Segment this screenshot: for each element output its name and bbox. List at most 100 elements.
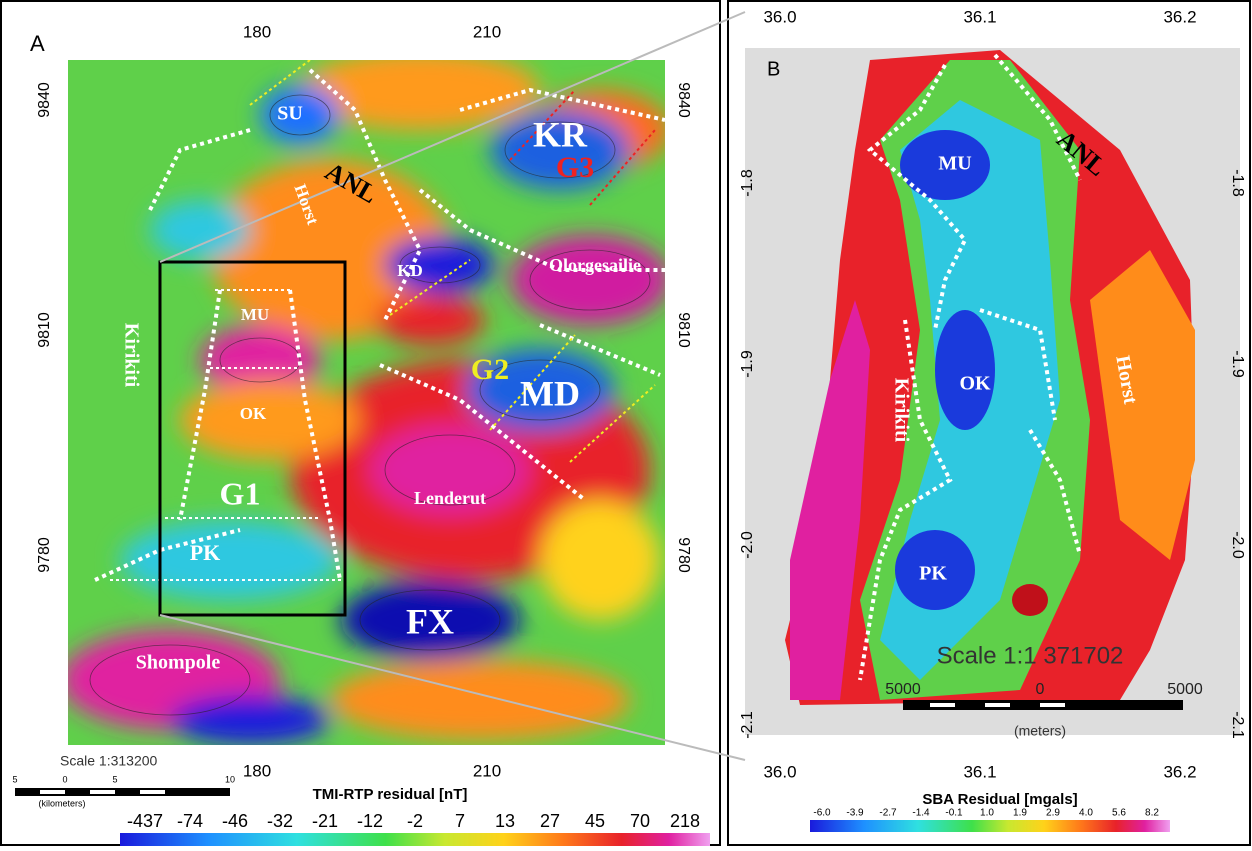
feature-label: Kirikiti bbox=[120, 323, 142, 388]
feature-label: Kirikiti bbox=[890, 378, 912, 443]
map-shape bbox=[120, 520, 340, 600]
tick-label: 36.1 bbox=[963, 762, 996, 781]
scale-tick: 5000 bbox=[885, 681, 921, 698]
colorbar-label: 5.6 bbox=[1112, 808, 1126, 819]
colorbar-label: 27 bbox=[540, 811, 560, 831]
feature-label: G1 bbox=[220, 475, 261, 511]
feature-label: Lenderut bbox=[414, 488, 486, 508]
map-shape bbox=[330, 660, 630, 740]
colorbar-label: 2.9 bbox=[1046, 808, 1060, 819]
tick-label: -2.0 bbox=[739, 531, 756, 559]
feature-label: Shompole bbox=[136, 652, 221, 674]
panel-label: A bbox=[30, 31, 45, 56]
figure: A 180 180 210 210 9840 9840 9810 9810 9780 9780 SU K… bbox=[0, 0, 1252, 846]
feature-label: FX bbox=[406, 601, 454, 641]
scale-text: Scale 1:1 371702 bbox=[937, 642, 1124, 669]
map-shape bbox=[180, 380, 360, 460]
feature-label: OK bbox=[240, 404, 267, 423]
colorbar-label: -6.0 bbox=[813, 808, 831, 819]
tick-label: -2.1 bbox=[739, 711, 756, 739]
colorbar-label: -12 bbox=[357, 811, 383, 831]
feature-label: G3 bbox=[556, 151, 594, 184]
tick-label: 9810 bbox=[675, 312, 692, 348]
map-shape bbox=[375, 295, 485, 345]
colorbar-label: -74 bbox=[177, 811, 203, 831]
tick-label: -1.8 bbox=[739, 169, 756, 197]
tick-label: 9780 bbox=[675, 537, 692, 573]
tick-label: -2.1 bbox=[1229, 711, 1246, 739]
tick-label: 9780 bbox=[36, 537, 53, 573]
colorbar-label: 45 bbox=[585, 811, 605, 831]
feature-label: MU bbox=[241, 305, 269, 324]
map-shape bbox=[140, 790, 165, 794]
colorbar-label: -21 bbox=[312, 811, 338, 831]
map-shape bbox=[90, 790, 115, 794]
colorbar-title: TMI-RTP residual [nT] bbox=[313, 786, 468, 803]
feature-label: SU bbox=[277, 103, 303, 125]
colorbar bbox=[120, 833, 710, 846]
colorbar-title: SBA Residual [mgals] bbox=[922, 791, 1077, 808]
scale-tick: 0 bbox=[62, 774, 67, 784]
tick-label: 9840 bbox=[675, 82, 692, 118]
colorbar-label: 1.0 bbox=[980, 808, 994, 819]
colorbar-label: -1.4 bbox=[912, 808, 930, 819]
tick-label: 36.0 bbox=[763, 762, 796, 781]
scale-unit: (kilometers) bbox=[38, 798, 85, 808]
scale-tick: 10 bbox=[225, 774, 235, 784]
feature-label: Olorgesailie bbox=[549, 255, 641, 275]
tick-label: 180 bbox=[243, 22, 271, 41]
map-shape bbox=[540, 500, 660, 620]
tick-label: 9840 bbox=[36, 82, 53, 118]
colorbar-label: 4.0 bbox=[1079, 808, 1093, 819]
map-shape bbox=[930, 703, 955, 707]
map-shape bbox=[1012, 584, 1048, 616]
colorbar-label: -46 bbox=[222, 811, 248, 831]
tick-label: -1.9 bbox=[1229, 350, 1246, 378]
tick-label: 36.0 bbox=[763, 7, 796, 26]
tick-label: 210 bbox=[473, 761, 501, 780]
colorbar-label: -437 bbox=[127, 811, 163, 831]
colorbar-label: 13 bbox=[495, 811, 515, 831]
tick-label: 180 bbox=[243, 761, 271, 780]
feature-label: OK bbox=[959, 373, 991, 395]
tick-label: -2.0 bbox=[1229, 531, 1246, 559]
scale-tick: 0 bbox=[1036, 681, 1045, 698]
colorbar-label: -2.7 bbox=[879, 808, 897, 819]
scale-unit: (meters) bbox=[1014, 723, 1066, 739]
colorbar-label: 7 bbox=[455, 811, 465, 831]
tick-label: 36.1 bbox=[963, 7, 996, 26]
colorbar-label: -2 bbox=[407, 811, 423, 831]
colorbar-label: 70 bbox=[630, 811, 650, 831]
tick-label: 210 bbox=[473, 22, 501, 41]
colorbar-label: -3.9 bbox=[846, 808, 864, 819]
feature-label: MU bbox=[938, 153, 971, 175]
colorbar-label: 1.9 bbox=[1013, 808, 1027, 819]
colorbar-label: 218 bbox=[670, 811, 700, 831]
scale-tick: 5 bbox=[12, 774, 17, 784]
panel-label: B bbox=[767, 58, 780, 80]
feature-label: G2 bbox=[471, 353, 509, 386]
feature-label: PK bbox=[919, 563, 947, 585]
colorbar bbox=[810, 820, 1170, 832]
map-shape bbox=[985, 703, 1010, 707]
tick-label: -1.9 bbox=[739, 350, 756, 378]
tick-label: -1.8 bbox=[1229, 169, 1246, 197]
scale-text: Scale 1:313200 bbox=[60, 753, 158, 769]
map-shape bbox=[935, 310, 995, 430]
scale-tick: 5000 bbox=[1167, 681, 1203, 698]
scale-tick: 5 bbox=[112, 774, 117, 784]
tick-label: 9810 bbox=[36, 312, 53, 348]
colorbar-label: -32 bbox=[267, 811, 293, 831]
map-shape bbox=[1040, 703, 1065, 707]
map-shape bbox=[510, 235, 670, 325]
tick-label: 36.2 bbox=[1163, 762, 1196, 781]
colorbar-label: 8.2 bbox=[1145, 808, 1159, 819]
feature-label: KD bbox=[397, 261, 423, 280]
map-shape bbox=[170, 695, 330, 745]
map-shape bbox=[40, 790, 65, 794]
colorbar-label: -0.1 bbox=[945, 808, 963, 819]
feature-label: MD bbox=[520, 373, 580, 413]
tick-label: 36.2 bbox=[1163, 7, 1196, 26]
feature-label: PK bbox=[190, 540, 221, 565]
feature-label: KR bbox=[533, 114, 588, 154]
